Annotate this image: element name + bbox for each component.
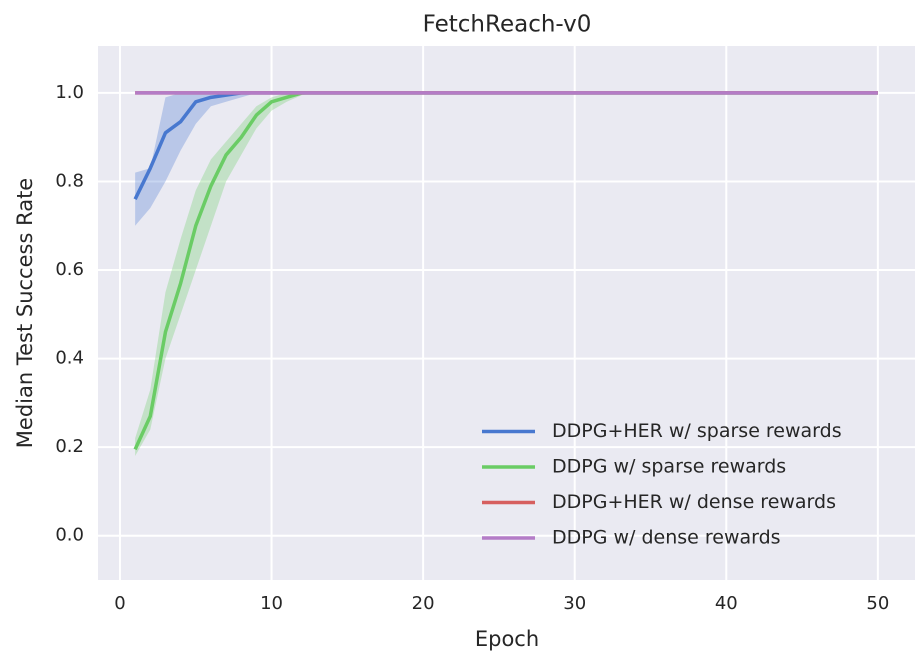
y-tick-label: 0.6 [55,259,84,280]
x-tick-label: 50 [866,593,889,614]
y-tick-label: 0.2 [55,436,84,457]
legend-label: DDPG w/ sparse rewards [552,456,786,478]
chart-title: FetchReach-v0 [423,12,592,38]
legend-label: DDPG+HER w/ sparse rewards [552,420,842,442]
x-tick-label: 20 [412,593,435,614]
x-tick-label: 10 [260,593,283,614]
legend-label: DDPG w/ dense rewards [552,527,781,549]
y-tick-label: 0.8 [55,170,84,191]
confidence-band [135,92,878,226]
plot-background [98,46,915,580]
x-axis-label: Epoch [475,627,539,651]
legend-label: DDPG+HER w/ dense rewards [552,491,836,513]
y-axis-label: Median Test Success Rate [13,178,37,448]
y-tick-label: 1.0 [55,82,84,103]
x-tick-label: 0 [114,593,125,614]
x-tick-label: 30 [563,593,586,614]
x-tick-label: 40 [715,593,738,614]
y-tick-label: 0.0 [55,525,84,546]
y-tick-label: 0.4 [55,348,84,369]
